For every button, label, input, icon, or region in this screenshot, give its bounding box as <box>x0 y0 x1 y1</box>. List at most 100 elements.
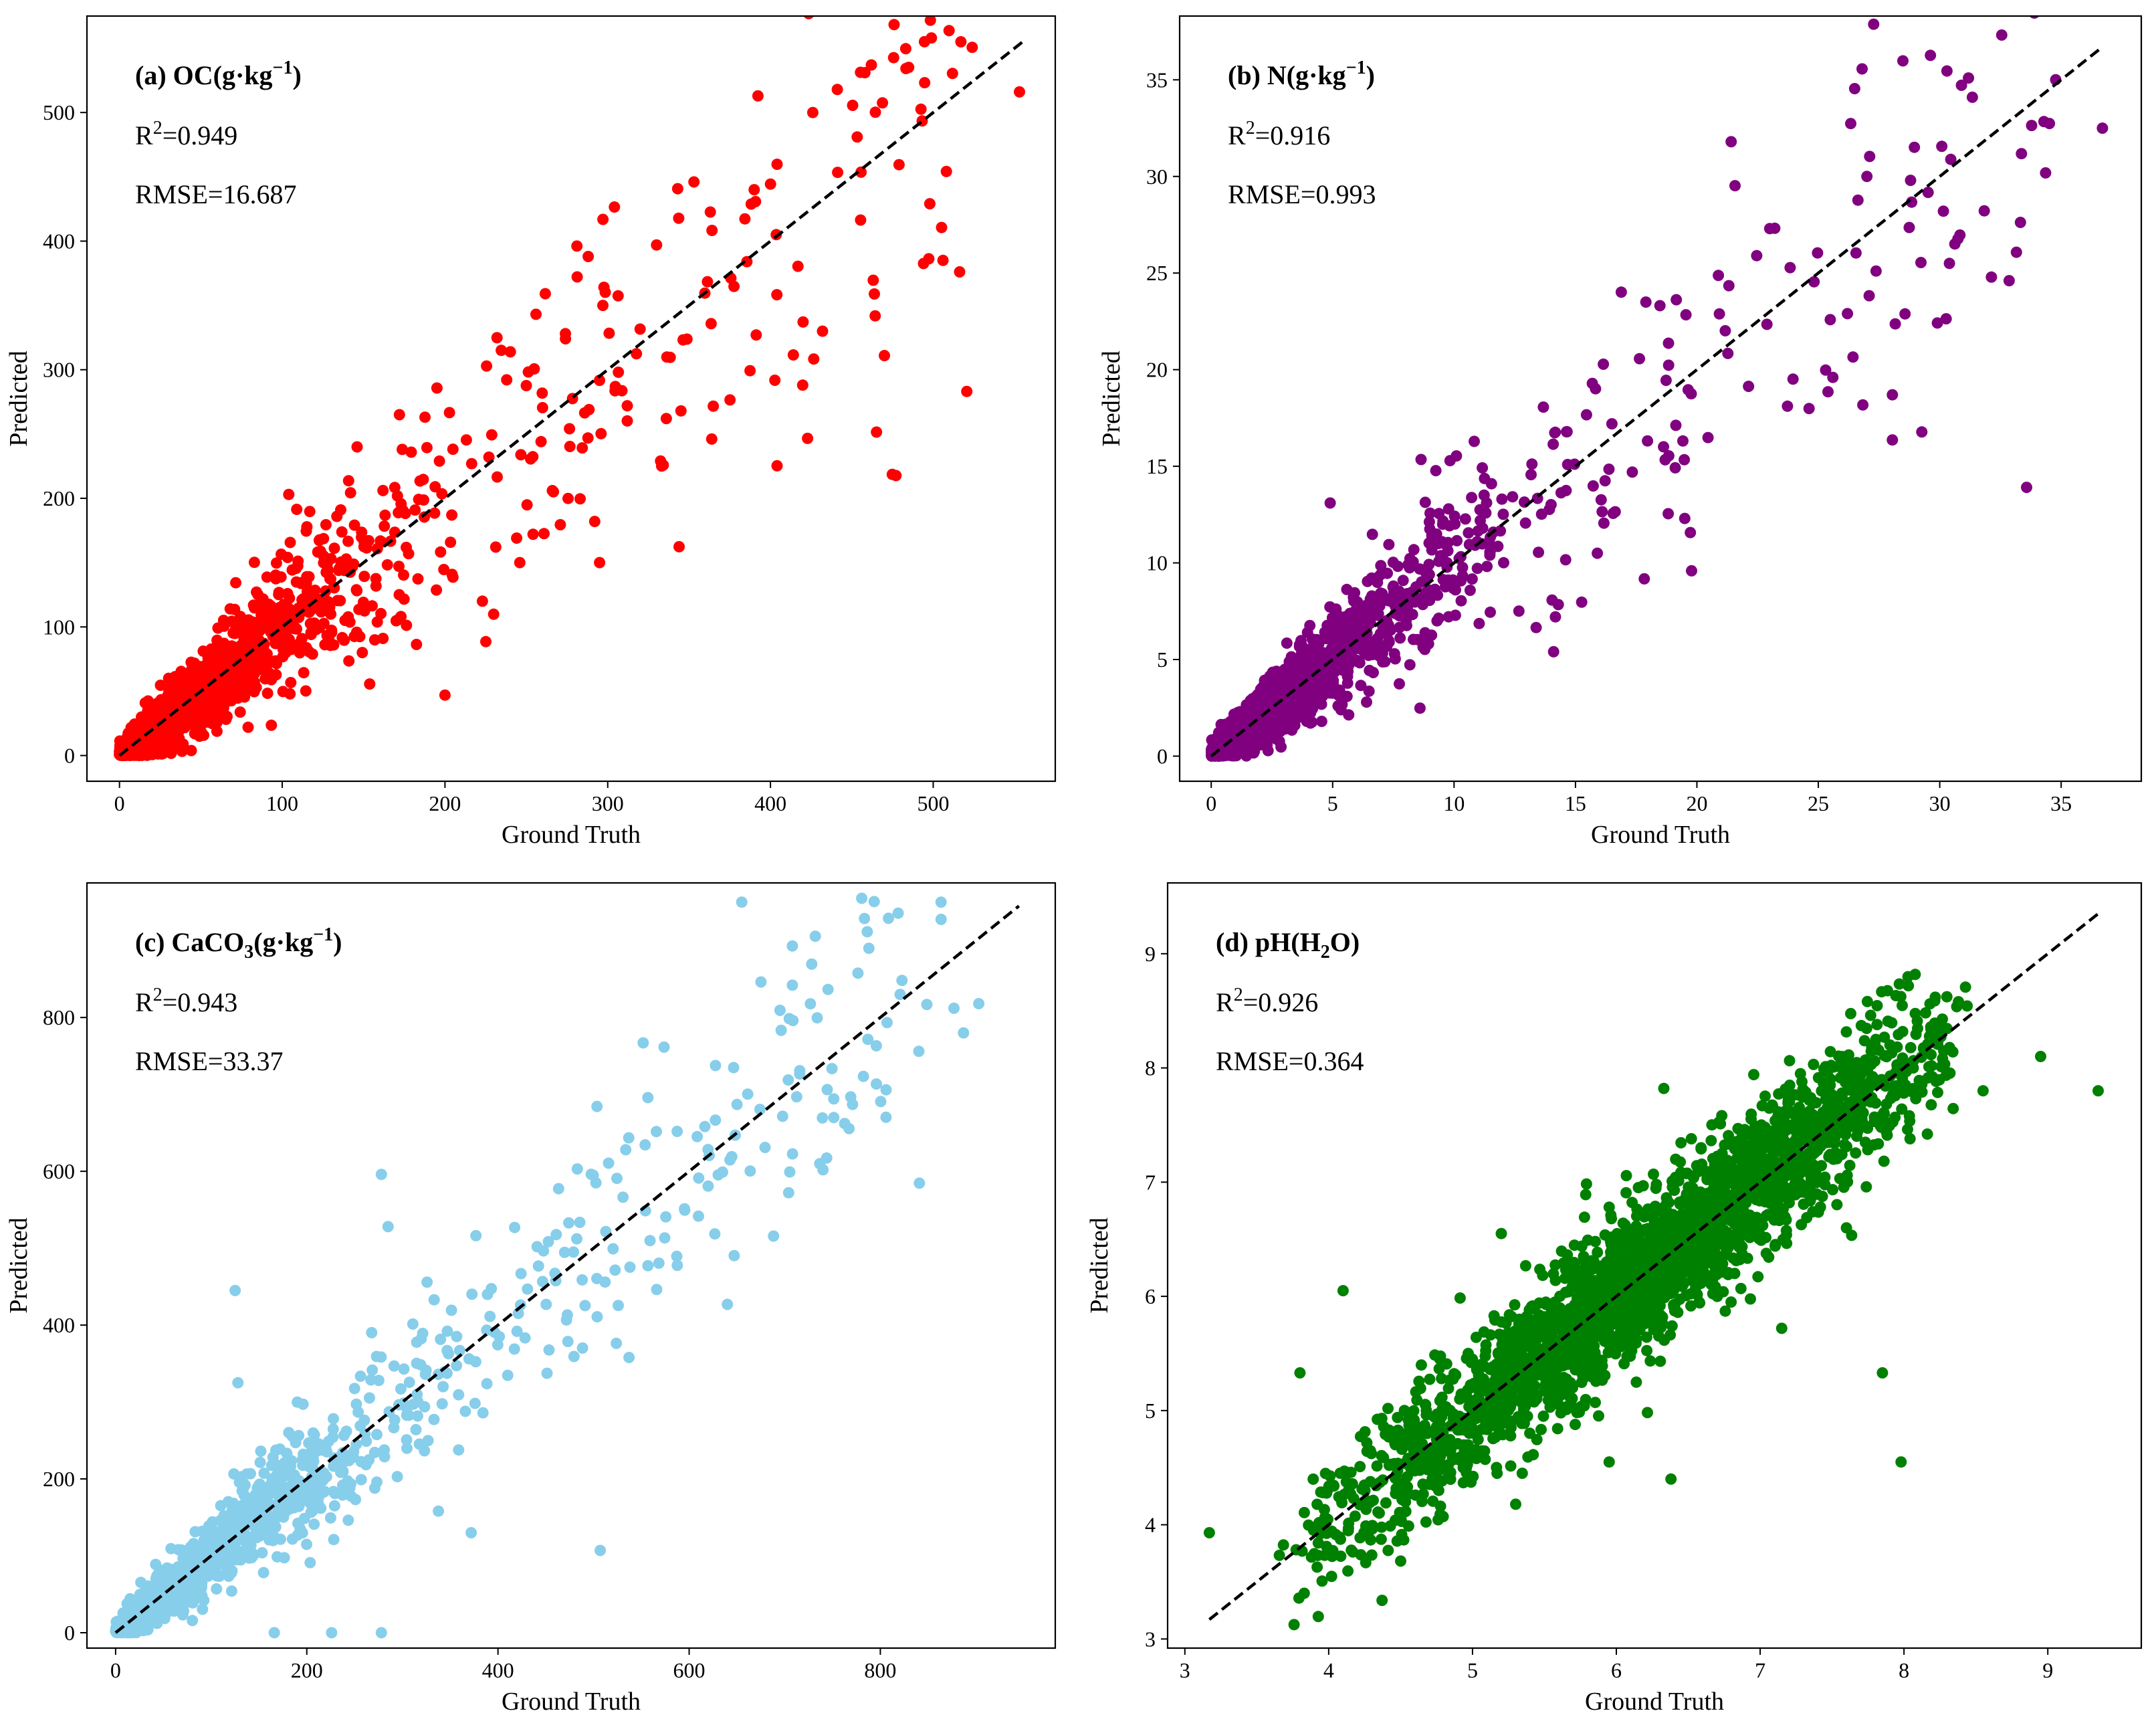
scatter-point <box>1274 718 1286 730</box>
scatter-point <box>297 1459 309 1472</box>
scatter-point <box>796 379 808 391</box>
scatter-point <box>588 516 601 528</box>
scatter-point <box>1713 270 1725 282</box>
scatter-point <box>338 634 350 646</box>
scatter-point <box>1719 325 1731 336</box>
scatter-point <box>531 1241 543 1253</box>
r2-text: R2=0.949 <box>135 118 237 150</box>
scatter-point <box>1533 546 1545 559</box>
scatter-point <box>821 1084 833 1096</box>
scatter-point <box>1525 469 1537 481</box>
scatter-point <box>1232 716 1244 728</box>
scatter-point <box>281 1447 293 1459</box>
scatter-point <box>415 1332 427 1344</box>
scatter-point <box>328 542 340 554</box>
x-tick-label: 200 <box>429 791 461 815</box>
scatter-point <box>966 41 978 54</box>
scatter-point <box>2040 167 2052 179</box>
scatter-point <box>611 1337 623 1349</box>
scatter-point <box>613 367 625 378</box>
scatter-point <box>792 260 804 272</box>
scatter-point <box>410 1423 422 1435</box>
scatter-point <box>806 958 818 970</box>
scatter-point <box>1262 744 1274 756</box>
scatter-point <box>377 633 389 644</box>
scatter-point <box>375 1351 387 1363</box>
scatter-point <box>574 1217 586 1228</box>
scatter-point <box>443 1348 455 1360</box>
scatter-point <box>370 573 382 585</box>
scatter-point <box>1535 508 1547 520</box>
scatter-point <box>958 1027 970 1039</box>
scatter-point <box>880 1084 892 1096</box>
scatter-point <box>623 1352 635 1363</box>
scatter-point <box>817 1164 829 1176</box>
scatter-point <box>1945 153 1957 165</box>
scatter-point <box>446 509 458 521</box>
scatter-point <box>1559 554 1572 566</box>
scatter-point <box>1677 435 1689 447</box>
scatter-point <box>832 167 844 179</box>
x-tick-label: 5 <box>1327 791 1338 815</box>
scatter-point <box>1304 683 1316 695</box>
scatter-point <box>371 1476 383 1488</box>
scatter-point <box>1545 499 1557 510</box>
scatter-point <box>1931 317 1943 329</box>
scatter-point <box>1373 649 1385 662</box>
scatter-point <box>297 1490 309 1502</box>
scatter-point <box>1289 719 1301 731</box>
scatter-point <box>1355 680 1367 692</box>
scatter-point <box>332 565 344 577</box>
scatter-point <box>822 983 834 995</box>
scatter-point <box>229 603 241 615</box>
scatter-point <box>1478 489 1490 501</box>
scatter-point <box>759 1142 771 1153</box>
scatter-point <box>613 1300 624 1312</box>
scatter-point <box>691 1130 704 1142</box>
scatter-point <box>540 1298 552 1310</box>
scatter-point <box>519 1332 531 1344</box>
scatter-point <box>1679 453 1691 466</box>
scatter-point <box>1763 223 1775 235</box>
scatter-point <box>393 409 405 421</box>
scatter-point <box>1331 656 1343 668</box>
scatter-point <box>1404 552 1416 565</box>
scatter-point <box>1679 512 1691 524</box>
scatter-point <box>775 1024 787 1036</box>
scatter-point <box>809 930 821 942</box>
scatter-point <box>312 1486 324 1498</box>
plot-frame <box>1178 15 2143 783</box>
scatter-point <box>527 451 539 463</box>
x-tick-label: 0 <box>1206 791 1216 815</box>
scatter-point <box>755 976 767 988</box>
identity-line <box>114 904 1020 1634</box>
scatter-point <box>1507 491 1519 503</box>
scatter-point <box>1845 118 1856 130</box>
scatter-point <box>371 542 383 554</box>
scatter-point <box>371 616 383 628</box>
scatter-point <box>671 1126 683 1137</box>
scatter-point <box>176 745 188 757</box>
scatter-point <box>344 487 356 499</box>
scatter-point <box>1459 513 1471 525</box>
scatter-point <box>1496 493 1508 505</box>
scatter-point <box>460 434 472 446</box>
scatter-point <box>278 1511 290 1523</box>
scatter-point <box>284 536 296 548</box>
y-tick-label: 300 <box>43 358 75 382</box>
scatter-point <box>1549 611 1561 623</box>
scatter-point <box>268 1627 280 1639</box>
scatter-point <box>786 940 798 952</box>
scatter-point <box>655 455 667 467</box>
scatter-point <box>445 1304 457 1316</box>
scatter-point <box>226 615 238 627</box>
scatter-point <box>564 441 576 452</box>
scatter-point <box>599 1276 611 1288</box>
scatter-point <box>169 1575 181 1587</box>
scatter-point <box>1940 313 1952 325</box>
scatter-point <box>857 1070 869 1082</box>
scatter-point <box>326 1627 338 1639</box>
scatter-point <box>267 1534 279 1546</box>
scatter-point <box>623 1132 635 1144</box>
